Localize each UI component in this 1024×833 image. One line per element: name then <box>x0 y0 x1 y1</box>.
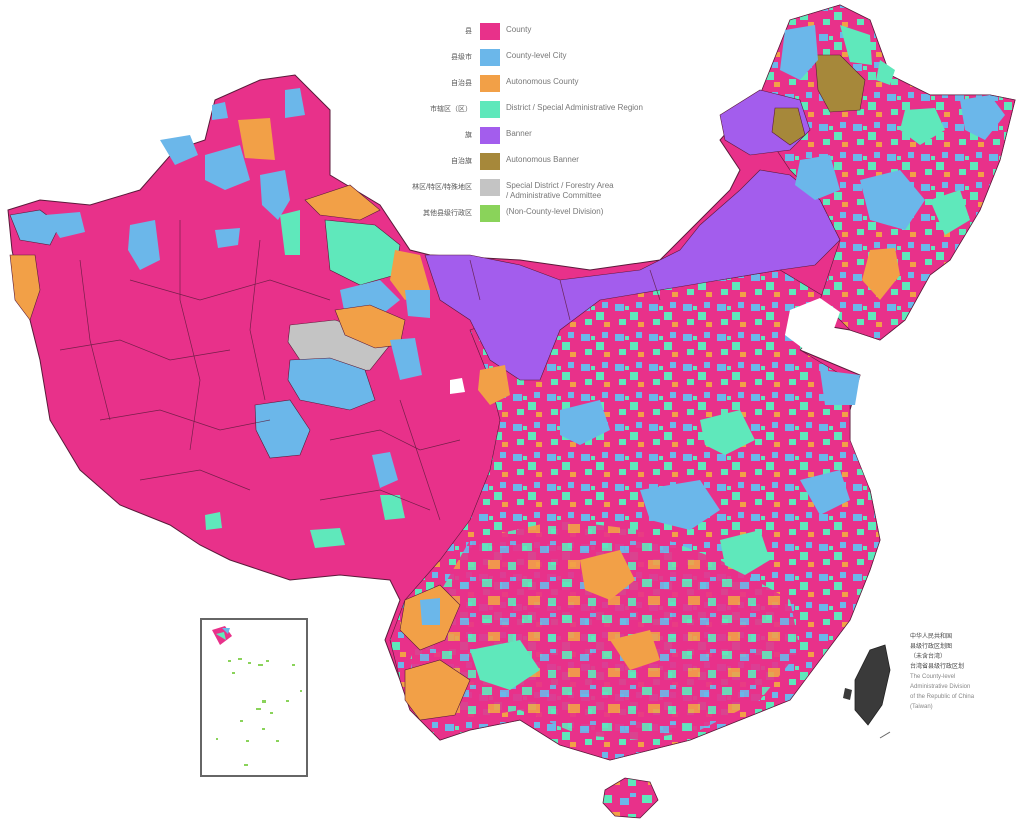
banner-region <box>424 169 841 381</box>
legend-label-zh: 林区/特区/特殊地区 <box>412 184 472 191</box>
note-line: 台湾省县级行政区划 <box>910 664 965 670</box>
note-line: （未含台湾） <box>910 654 947 660</box>
autonomous-banner-1 <box>814 54 866 113</box>
south-china-sea-inset <box>200 618 308 777</box>
legend-swatch <box>480 23 500 40</box>
legend-item-county: 县 County <box>380 20 710 46</box>
note-line: 中华人民共和国 <box>910 634 953 640</box>
legend-swatch <box>480 179 500 196</box>
legend-swatch <box>480 153 500 170</box>
legend-item-county-level-city: 县级市 County-level City <box>380 46 710 72</box>
note-line: of the Republic of China <box>910 694 975 700</box>
legend-label-zh: 县级市 <box>451 54 472 61</box>
legend-label: Autonomous Banner <box>506 155 579 164</box>
map-legend: 县 County 县级市 County-level City 自治县 Auton… <box>380 20 710 228</box>
legend-label: Autonomous County <box>506 77 579 86</box>
note-line: Administrative Division <box>910 684 971 690</box>
legend-label: County-level City <box>506 51 567 60</box>
legend-item-district: 市辖区（区） District / Special Administrative… <box>380 98 710 124</box>
autonomous-banner-2 <box>771 107 806 146</box>
legend-label-zh: 自治旗 <box>451 158 472 165</box>
legend-item-special-district: 林区/特区/特殊地区 Special District / Forestry A… <box>380 176 710 202</box>
legend-item-autonomous-banner: 自治旗 Autonomous Banner <box>380 150 710 176</box>
legend-label-zh: 市辖区（区） <box>430 106 472 113</box>
legend-swatch <box>480 101 500 118</box>
note-line: (Taiwan) <box>910 704 933 710</box>
legend-label-zh: 旗 <box>465 132 472 139</box>
legend-item-other-division: 其他县级行政区 (Non-County-level Division) <box>380 202 710 228</box>
legend-swatch <box>480 205 500 222</box>
hainan-island <box>602 777 659 819</box>
note-line: 县级行政区划图 <box>910 644 953 650</box>
legend-swatch <box>480 49 500 66</box>
taiwan-note: 中华人民共和国 县级行政区划图 （未含台湾） 台湾省县级行政区划 The Cou… <box>910 632 1020 712</box>
bohai-sea <box>785 298 840 350</box>
legend-label: District / Special Administrative Region <box>506 103 643 112</box>
legend-item-autonomous-county: 自治县 Autonomous County <box>380 72 710 98</box>
legend-swatch <box>480 127 500 144</box>
note-line: The County-level <box>910 674 956 680</box>
taiwan-island <box>854 644 891 726</box>
legend-label: (Non-County-level Division) <box>506 207 604 216</box>
legend-label-zh: 其他县级行政区 <box>423 210 472 217</box>
legend-label: County <box>506 25 532 34</box>
legend-label: Banner <box>506 129 532 138</box>
legend-item-banner: 旗 Banner <box>380 124 710 150</box>
legend-label: Special District / Forestry Area / Admini… <box>506 181 614 200</box>
legend-swatch <box>480 75 500 92</box>
legend-label-zh: 县 <box>465 28 472 35</box>
legend-label-zh: 自治县 <box>451 80 472 87</box>
